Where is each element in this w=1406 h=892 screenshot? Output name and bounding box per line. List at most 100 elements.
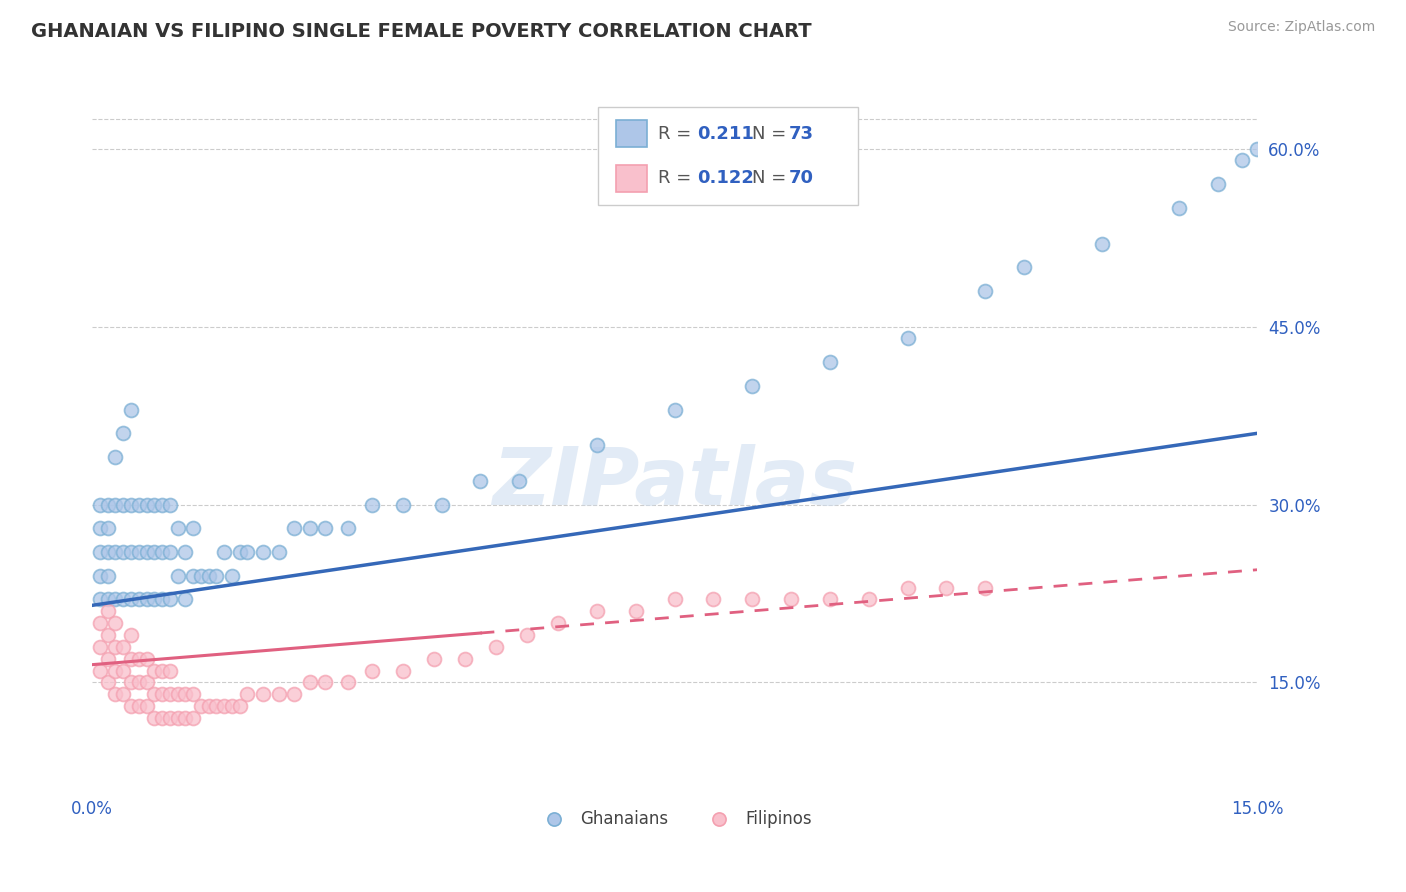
Text: N =: N =: [752, 125, 792, 143]
Point: [516, 628, 538, 642]
Point: [897, 331, 920, 345]
Point: [818, 592, 841, 607]
Point: [392, 498, 415, 512]
Point: [120, 498, 142, 512]
Point: [252, 545, 274, 559]
Point: [664, 402, 686, 417]
Point: [97, 592, 120, 607]
Point: [97, 568, 120, 582]
Point: [89, 568, 111, 582]
Text: GHANAIAN VS FILIPINO SINGLE FEMALE POVERTY CORRELATION CHART: GHANAIAN VS FILIPINO SINGLE FEMALE POVER…: [31, 22, 811, 41]
Point: [104, 450, 127, 464]
Point: [135, 699, 157, 714]
Text: 70: 70: [789, 169, 814, 187]
Point: [112, 498, 135, 512]
Point: [360, 498, 382, 512]
Point: [150, 664, 173, 678]
Point: [159, 687, 181, 701]
Point: [508, 474, 530, 488]
Point: [1168, 201, 1191, 215]
Point: [97, 545, 120, 559]
Point: [664, 592, 686, 607]
Text: N =: N =: [752, 169, 792, 187]
Point: [120, 699, 142, 714]
Point: [181, 711, 204, 725]
Point: [974, 581, 997, 595]
Point: [1206, 178, 1229, 192]
Text: 0.211: 0.211: [697, 125, 754, 143]
Point: [702, 592, 724, 607]
Point: [135, 675, 157, 690]
Point: [197, 699, 219, 714]
Point: [547, 616, 569, 631]
Point: [236, 687, 259, 701]
Point: [143, 711, 166, 725]
Point: [143, 664, 166, 678]
Point: [159, 545, 181, 559]
Point: [89, 498, 111, 512]
Point: [337, 675, 360, 690]
Point: [314, 675, 336, 690]
Point: [181, 568, 204, 582]
Point: [190, 568, 212, 582]
Text: 73: 73: [789, 125, 814, 143]
Point: [1091, 236, 1114, 251]
Point: [360, 664, 382, 678]
Point: [212, 545, 235, 559]
Point: [174, 711, 197, 725]
Point: [112, 640, 135, 654]
Point: [135, 545, 157, 559]
Point: [780, 592, 803, 607]
Legend: Ghanaians, Filipinos: Ghanaians, Filipinos: [530, 803, 818, 834]
Point: [112, 592, 135, 607]
Point: [120, 402, 142, 417]
Point: [159, 711, 181, 725]
Point: [221, 568, 243, 582]
Point: [935, 581, 957, 595]
Point: [897, 581, 920, 595]
Point: [97, 651, 120, 665]
Point: [104, 640, 127, 654]
Point: [120, 675, 142, 690]
Point: [283, 521, 305, 535]
Point: [89, 616, 111, 631]
Point: [818, 355, 841, 369]
Text: ZIPatlas: ZIPatlas: [492, 444, 858, 522]
Point: [174, 545, 197, 559]
Point: [104, 592, 127, 607]
Point: [174, 592, 197, 607]
Point: [166, 687, 188, 701]
Point: [97, 628, 120, 642]
Point: [135, 498, 157, 512]
Point: [97, 498, 120, 512]
Point: [485, 640, 508, 654]
Point: [159, 664, 181, 678]
Point: [104, 545, 127, 559]
Point: [104, 664, 127, 678]
Point: [97, 604, 120, 618]
Point: [128, 699, 150, 714]
Point: [143, 498, 166, 512]
Point: [104, 616, 127, 631]
Point: [454, 651, 477, 665]
Point: [974, 284, 997, 298]
Point: [135, 592, 157, 607]
Point: [128, 675, 150, 690]
Point: [89, 664, 111, 678]
Point: [1230, 153, 1253, 168]
Point: [159, 498, 181, 512]
Point: [197, 568, 219, 582]
Point: [298, 521, 321, 535]
Point: [1246, 142, 1268, 156]
Point: [150, 498, 173, 512]
Point: [143, 545, 166, 559]
Point: [190, 699, 212, 714]
Point: [89, 592, 111, 607]
Point: [624, 604, 647, 618]
Point: [298, 675, 321, 690]
Point: [112, 687, 135, 701]
Point: [89, 521, 111, 535]
Point: [166, 521, 188, 535]
Point: [229, 699, 252, 714]
Text: R =: R =: [658, 169, 697, 187]
